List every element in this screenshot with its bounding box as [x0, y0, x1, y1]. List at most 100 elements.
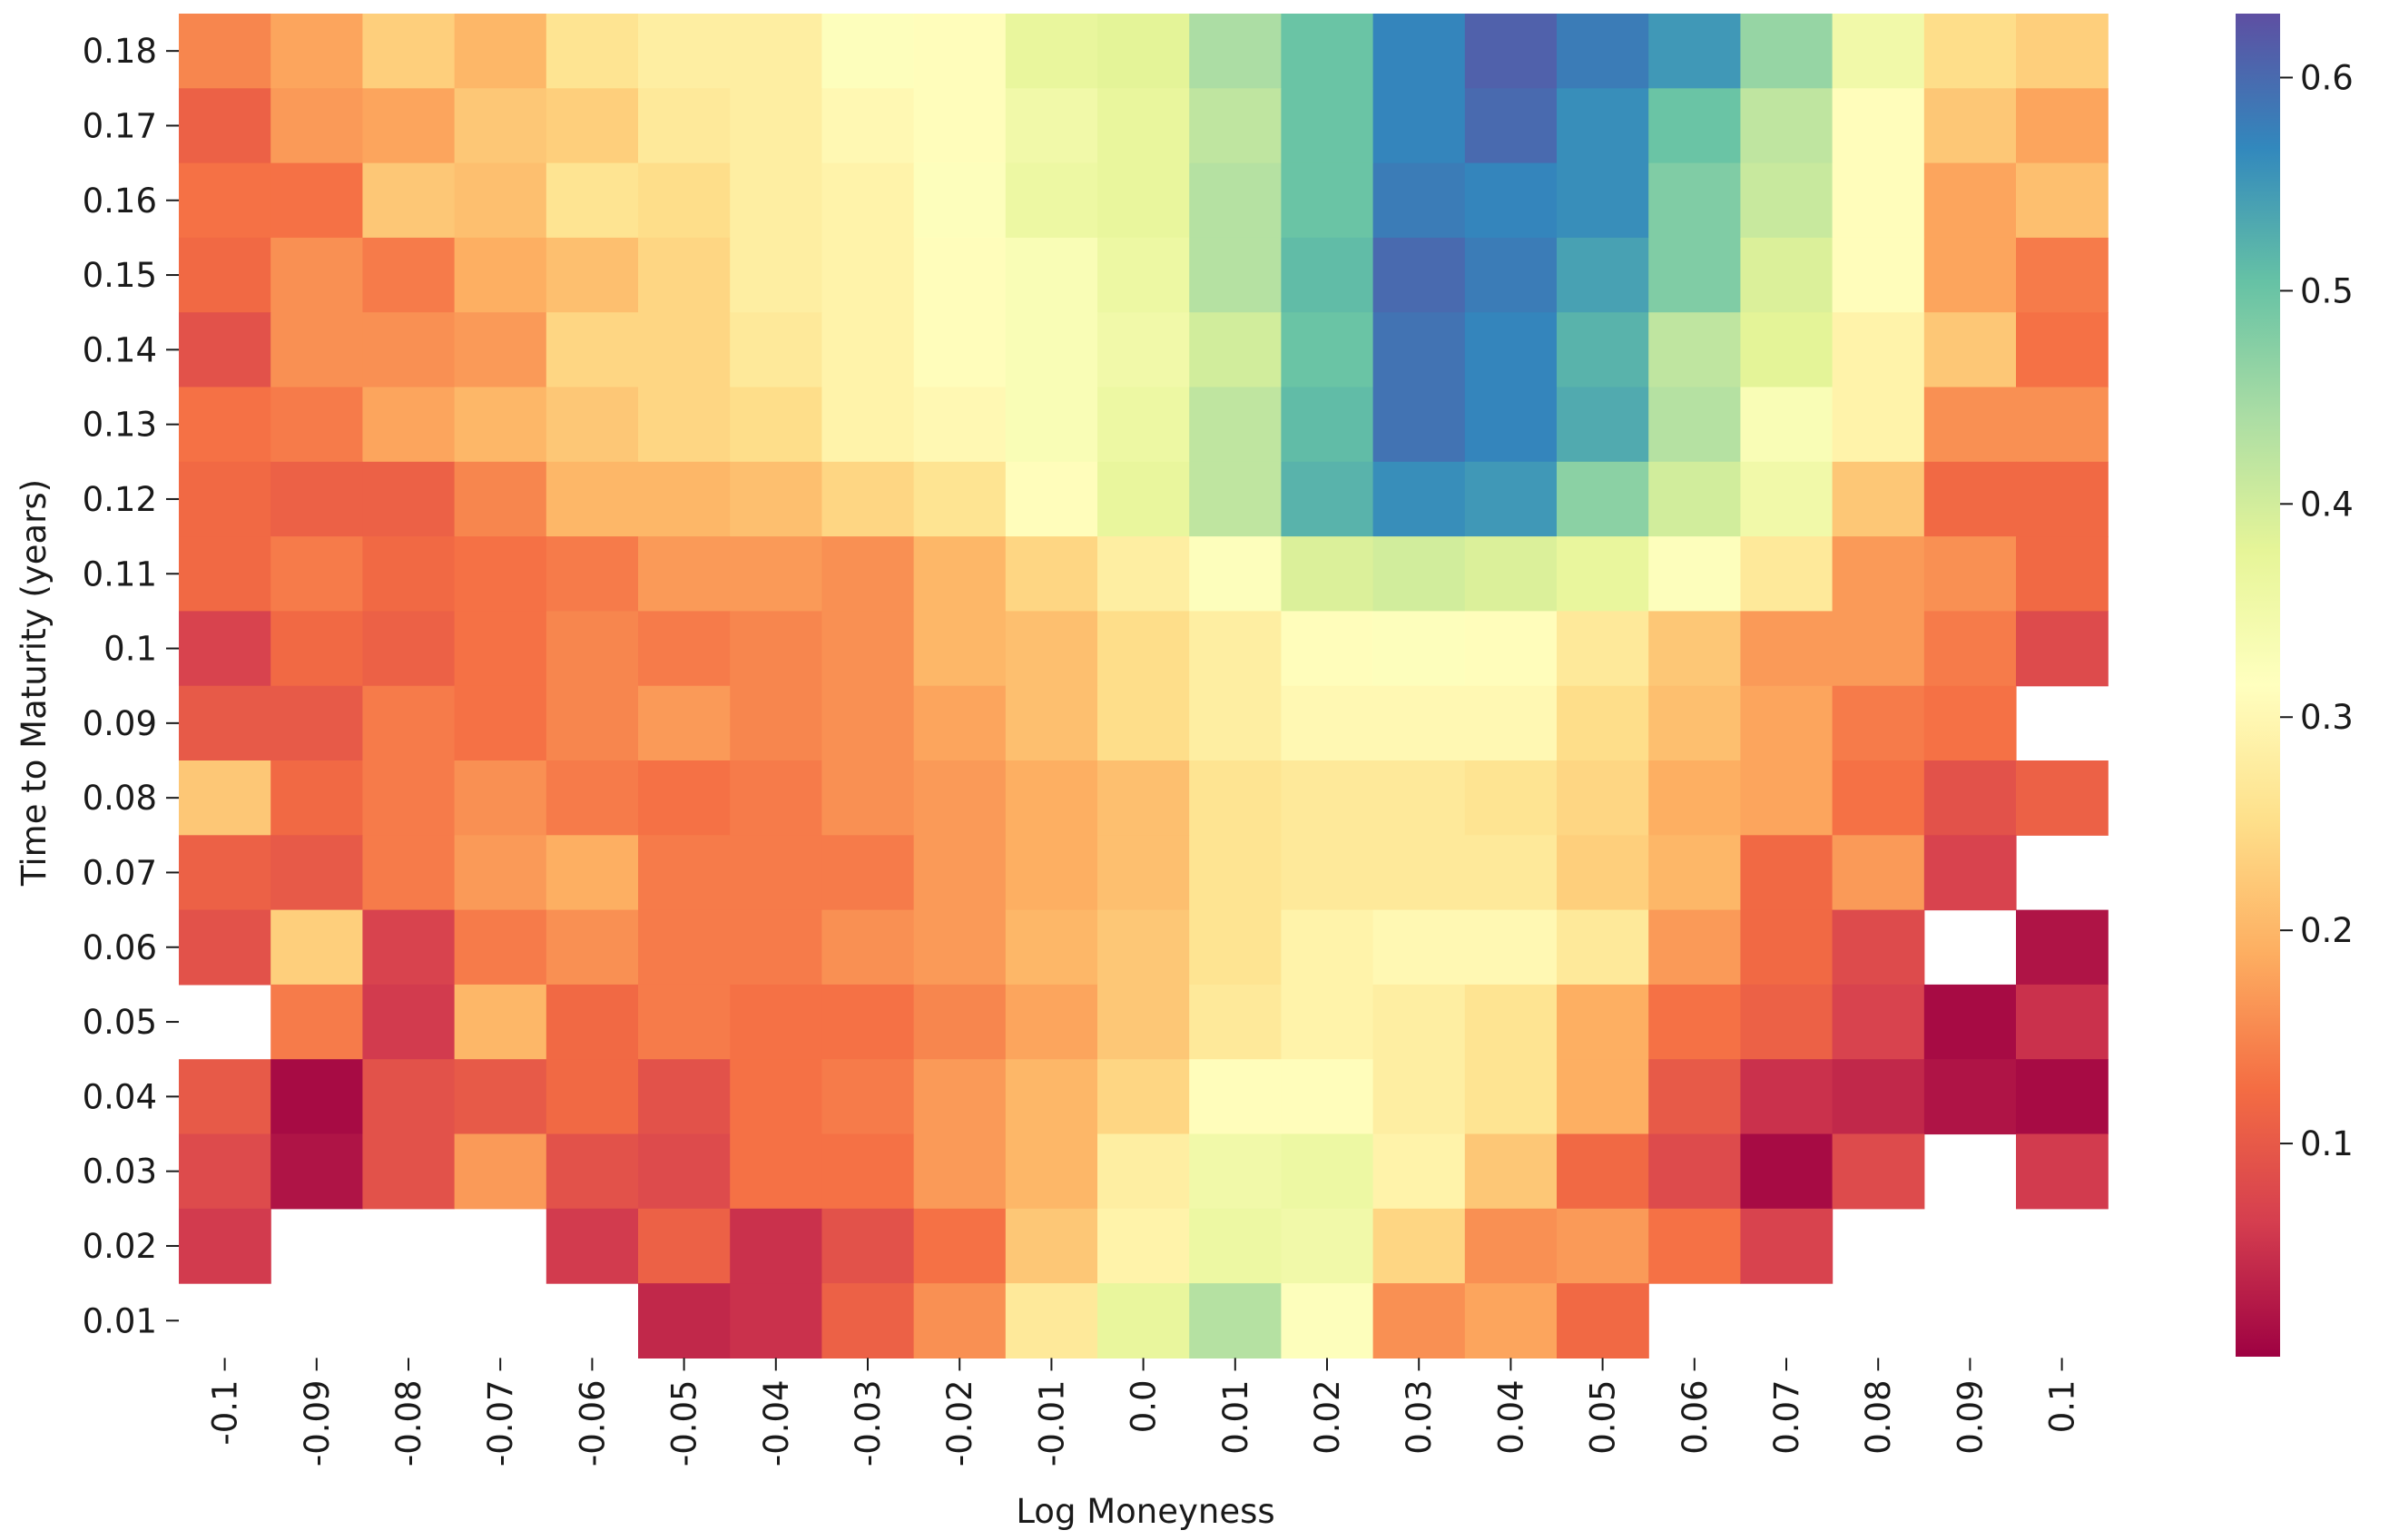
heatmap-cell [546, 835, 639, 911]
heatmap-cell [1372, 237, 1466, 313]
heatmap-cell [454, 88, 547, 164]
heatmap-cell [1281, 162, 1374, 239]
heatmap-cell [1648, 1133, 1741, 1210]
heatmap-cell [913, 611, 1007, 687]
heatmap-cell [1832, 387, 1925, 463]
heatmap-cell [730, 760, 822, 836]
heatmap-cell [1557, 984, 1649, 1060]
heatmap-cell [1372, 1283, 1466, 1359]
heatmap-cell [1281, 909, 1374, 986]
heatmap-cell [1097, 685, 1190, 761]
heatmap-cell [730, 536, 822, 612]
x-tick-label: -0.03 [849, 1379, 888, 1466]
heatmap-cell [1097, 835, 1190, 911]
heatmap-cells [179, 14, 2109, 1359]
heatmap-cell [1372, 1208, 1466, 1284]
heatmap-cell [2016, 461, 2109, 537]
heatmap-cell [638, 760, 731, 836]
heatmap-cell [1189, 760, 1282, 836]
heatmap-cell [454, 461, 547, 537]
heatmap-cell [1464, 909, 1558, 986]
heatmap-cell [913, 14, 1007, 89]
y-tick-label: 0.1 [103, 630, 157, 669]
heatmap-cell [1557, 685, 1649, 761]
heatmap-cell [1281, 536, 1374, 612]
heatmap-cell [1005, 162, 1098, 239]
x-tick-label: -0.02 [940, 1379, 979, 1466]
heatmap-cell [1189, 14, 1282, 89]
heatmap-cell [1281, 611, 1374, 687]
heatmap-cell [1464, 536, 1558, 612]
heatmap-cell [1557, 1283, 1649, 1359]
y-tick-label: 0.04 [83, 1077, 157, 1116]
heatmap-cell [730, 1208, 822, 1284]
heatmap-cell [913, 387, 1007, 463]
heatmap-cell [1005, 685, 1098, 761]
heatmap-cell [730, 1059, 822, 1135]
y-tick-label: 0.16 [83, 181, 157, 221]
heatmap-cell [1740, 1208, 1834, 1284]
heatmap-cell [1189, 909, 1282, 986]
heatmap-cell [1557, 14, 1649, 89]
heatmap-cell [1097, 909, 1190, 986]
heatmap-cell [362, 162, 456, 239]
heatmap-cell [270, 1133, 363, 1210]
heatmap-cell [1097, 1133, 1190, 1210]
heatmap-cell [1832, 835, 1925, 911]
heatmap-cell [546, 1059, 639, 1135]
heatmap-cell [1189, 312, 1282, 388]
heatmap-cell [1740, 237, 1834, 313]
heatmap-cell [1189, 1208, 1282, 1284]
heatmap-cell [1557, 387, 1649, 463]
y-tick-label: 0.02 [83, 1227, 157, 1266]
heatmap-cell [1557, 835, 1649, 911]
heatmap-cell [1557, 1133, 1649, 1210]
heatmap-cell [1923, 835, 2017, 911]
heatmap-cell [270, 984, 363, 1060]
heatmap-cell [1005, 835, 1098, 911]
heatmap-cell [546, 1133, 639, 1210]
heatmap-cell [913, 909, 1007, 986]
heatmap-cell [1281, 984, 1374, 1060]
heatmap-cell [821, 536, 915, 612]
heatmap-cell [1832, 162, 1925, 239]
heatmap-cell [1189, 536, 1282, 612]
x-tick-label: 0.04 [1491, 1379, 1530, 1454]
heatmap-cell [730, 88, 822, 164]
heatmap-cell [1464, 237, 1558, 313]
heatmap-cell [1740, 611, 1834, 687]
heatmap-cell [1464, 685, 1558, 761]
heatmap-cell [913, 237, 1007, 313]
x-tick-label: 0.08 [1859, 1379, 1898, 1454]
heatmap-cell [546, 14, 639, 89]
heatmap-cell [1923, 14, 2017, 89]
heatmap-cell [362, 760, 456, 836]
heatmap-cell [730, 984, 822, 1060]
heatmap-cell [1557, 237, 1649, 313]
heatmap-cell [1464, 88, 1558, 164]
heatmap-cell [1923, 237, 2017, 313]
y-axis: 0.18 0.17 0.16 0.15 0.14 0.13 0.12 0.11 0.1 0.09 0… [83, 32, 179, 1340]
heatmap-cell [270, 685, 363, 761]
heatmap-cell [1740, 760, 1834, 836]
heatmap-cell [1005, 611, 1098, 687]
heatmap-cell [913, 835, 1007, 911]
heatmap-cell [913, 461, 1007, 537]
heatmap-cell [1923, 536, 2017, 612]
heatmap-cell [1281, 760, 1374, 836]
heatmap-cell [1281, 387, 1374, 463]
heatmap-cell [1281, 312, 1374, 388]
heatmap-cell [1372, 909, 1466, 986]
heatmap-cell [1189, 162, 1282, 239]
heatmap-cell [2016, 162, 2109, 239]
heatmap-cell [270, 1059, 363, 1135]
heatmap-cell [1372, 536, 1466, 612]
colorbar-tick-label: 0.1 [2300, 1124, 2354, 1163]
heatmap-cell [1740, 685, 1834, 761]
heatmap-cell [454, 1059, 547, 1135]
heatmap-cell [179, 536, 271, 612]
heatmap-cell [1189, 835, 1282, 911]
heatmap-cell [913, 1283, 1007, 1359]
heatmap-cell [1832, 984, 1925, 1060]
y-tick-label: 0.01 [83, 1301, 157, 1340]
